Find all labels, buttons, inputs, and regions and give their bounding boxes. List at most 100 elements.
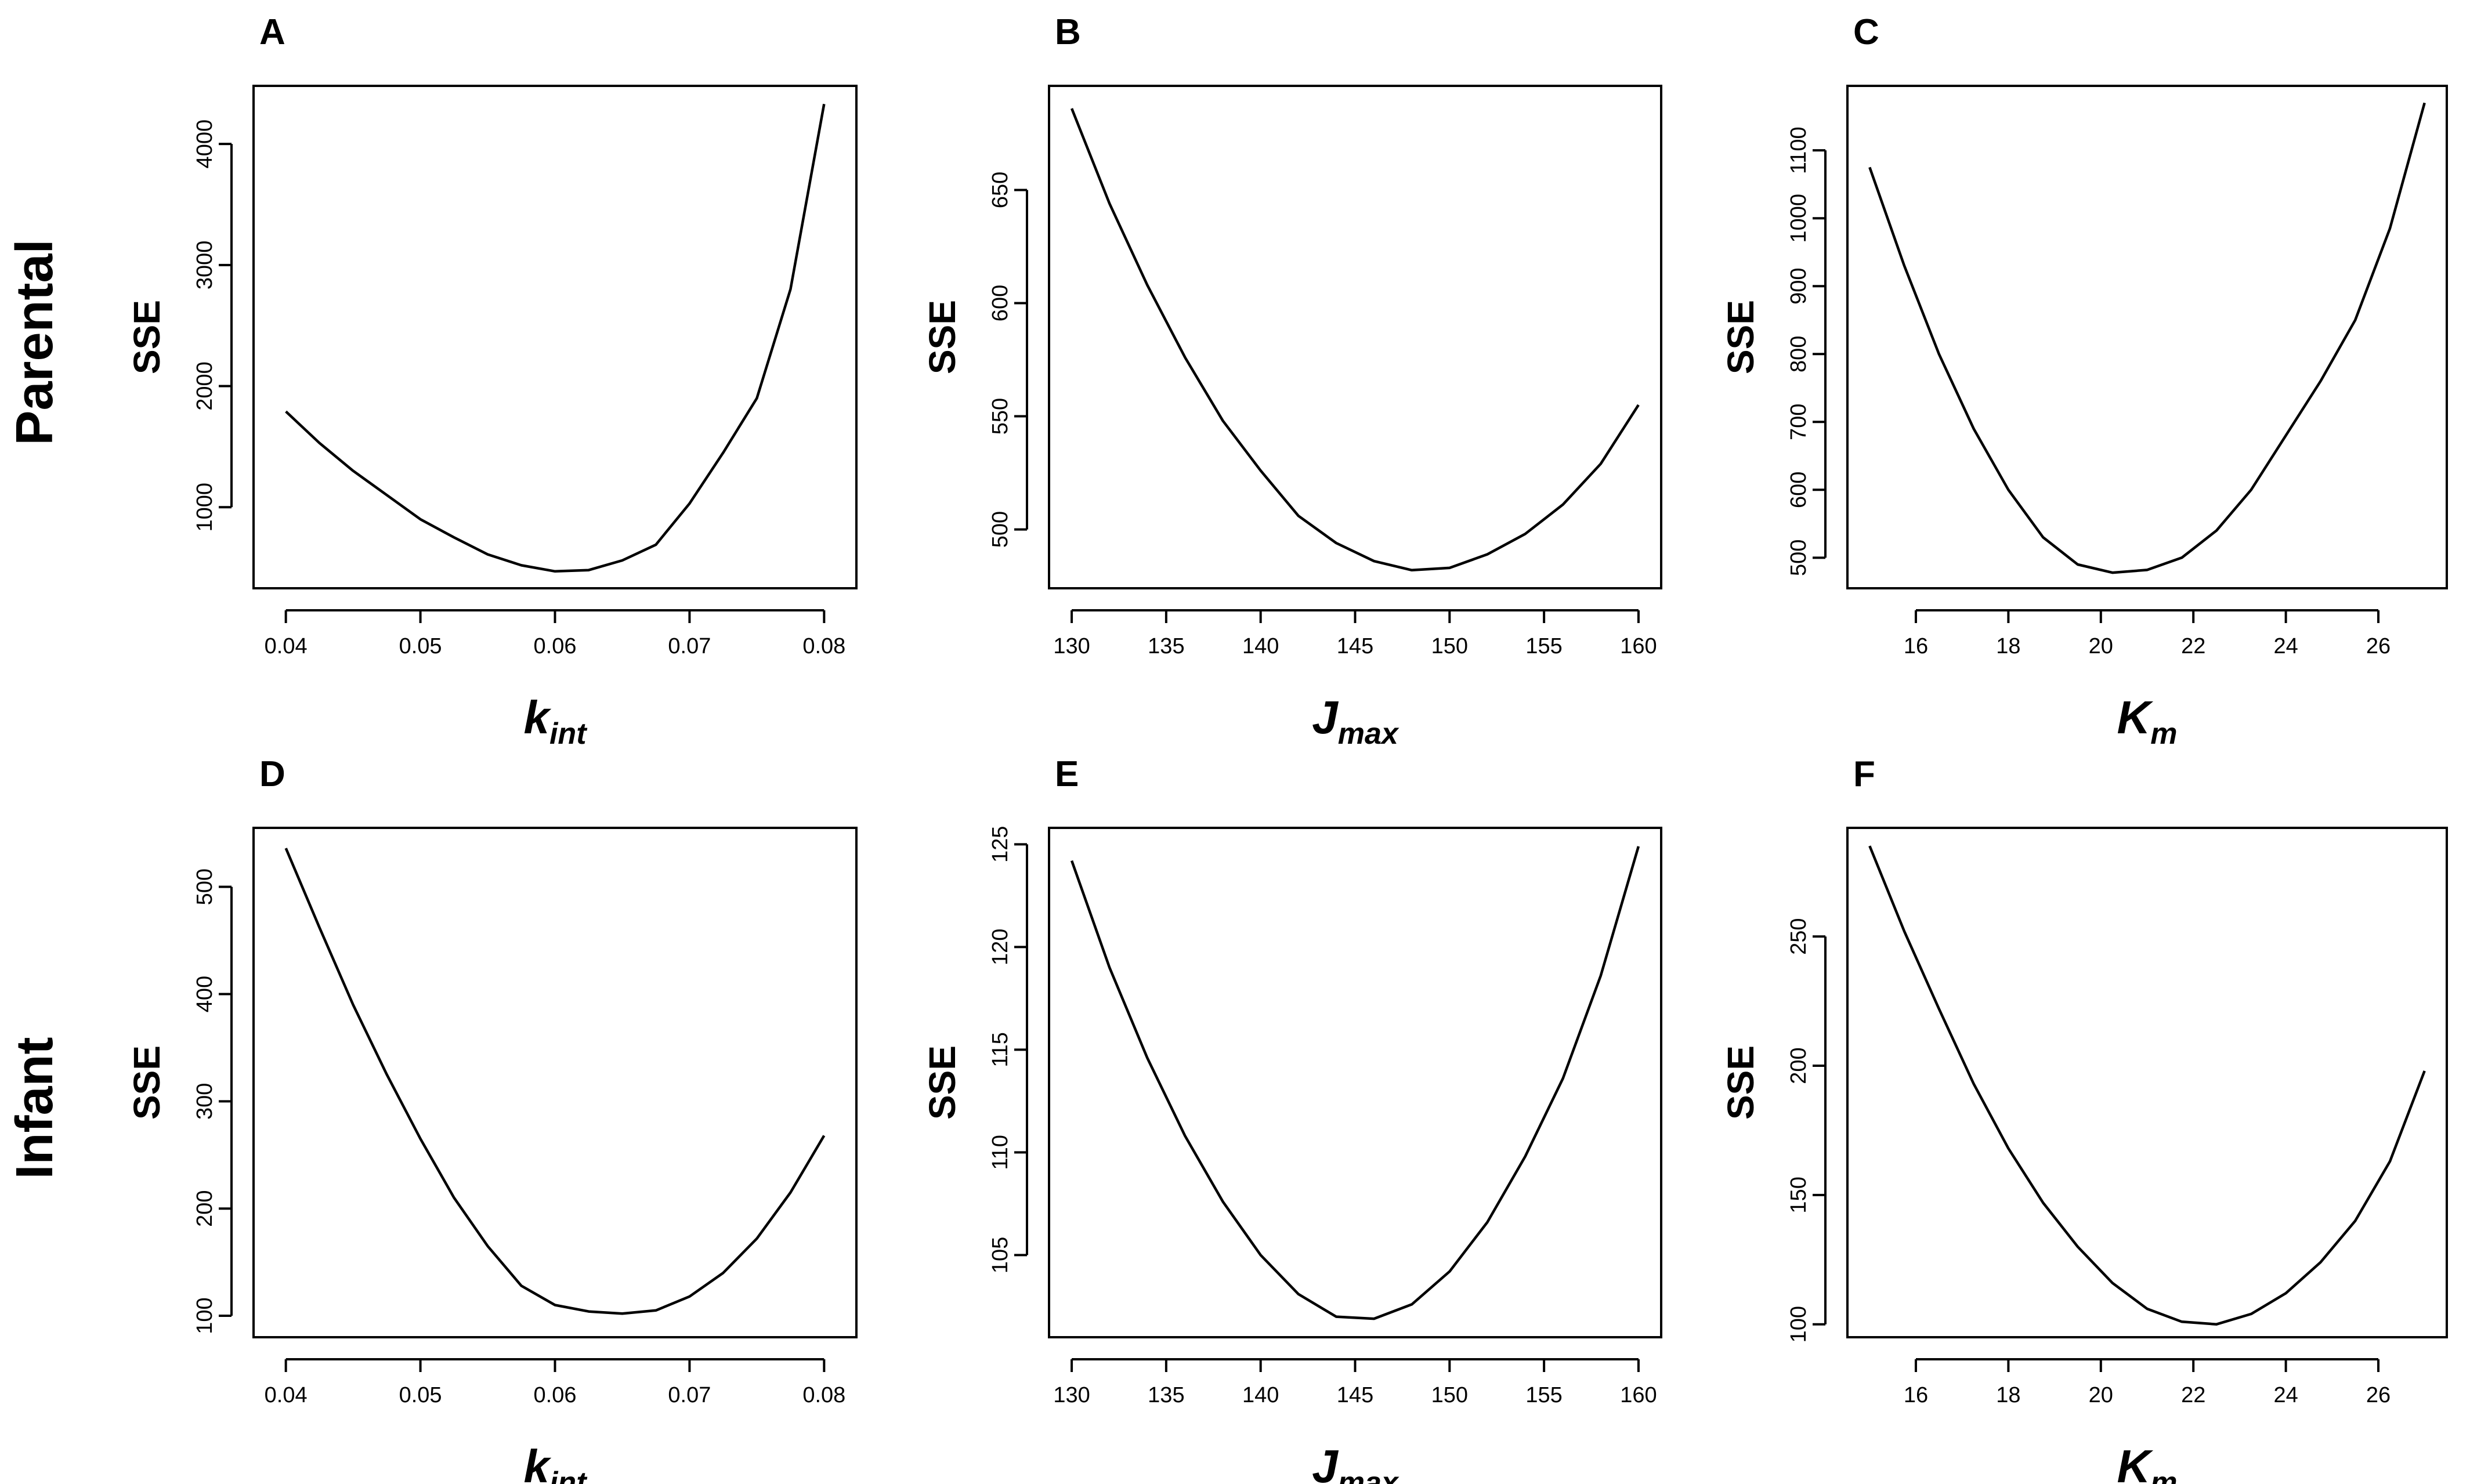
panel-c-x-label-main: K — [2117, 692, 2153, 743]
panel-c-sse-curve — [1868, 102, 2426, 574]
panel-c-letter: C — [1853, 12, 1879, 52]
panel-c-y-label: SSE — [1720, 300, 1762, 374]
panel-d-y-tick-label: 200 — [193, 1190, 217, 1226]
panel-e-sse-curve — [1070, 846, 1640, 1320]
panel-e-x-tick-label: 140 — [1242, 1383, 1279, 1407]
panel-a-frame — [252, 85, 858, 589]
panel-c-y-tick-label: 600 — [1786, 472, 1811, 508]
panel-a-x-tick-label: 0.06 — [534, 634, 577, 658]
panel-a-x-label-main: k — [523, 692, 551, 743]
panel-e-x-tick-label: 155 — [1525, 1383, 1562, 1407]
panel-a-y-tick-label: 4000 — [193, 120, 217, 169]
panel-e-x-tick-label: 145 — [1337, 1383, 1373, 1407]
panel-f-x-label: Km — [2117, 1440, 2177, 1484]
panel-e-y-label: SSE — [921, 1045, 963, 1120]
panel-a-y-tick-label: 1000 — [193, 483, 217, 532]
panel-d-x-tick-label: 0.05 — [399, 1383, 442, 1407]
panel-c-x-tick-label: 24 — [2273, 634, 2298, 658]
panel-e-x-tick-label: 160 — [1620, 1383, 1657, 1407]
panel-b-x-label-main: J — [1312, 692, 1339, 743]
panel-f-y-tick-label: 150 — [1786, 1177, 1811, 1213]
panel-a-x-label-sub: int — [549, 717, 588, 751]
panel-d-y-tick-label: 100 — [193, 1297, 217, 1334]
panel-f-sse-curve — [1868, 845, 2426, 1326]
panel-e-frame — [1048, 827, 1662, 1338]
panel-e-x-label: Jmax — [1312, 1440, 1399, 1484]
row-label-parental: Parental — [6, 239, 64, 445]
panel-c-y-tick-label: 1100 — [1786, 126, 1811, 174]
panel-c-x-tick-label: 26 — [2366, 634, 2391, 658]
panel-a-y-tick-label: 2000 — [193, 361, 217, 411]
panel-e: E 130 135 140 145 150 155 160 105 110 115 120 125 SSE… — [921, 754, 1662, 1484]
panel-d-x-label: kint — [523, 1440, 588, 1484]
panel-b-x-label: Jmax — [1312, 692, 1399, 751]
panel-d-x-label-main: k — [523, 1440, 551, 1484]
panel-d-x-tick-label: 0.04 — [265, 1383, 308, 1407]
panel-b-x-tick-label: 160 — [1620, 634, 1657, 658]
panel-d-y-tick-label: 500 — [193, 868, 217, 905]
panel-f-x-label-main: K — [2117, 1440, 2153, 1484]
panel-a-x-tick-label: 0.08 — [802, 634, 845, 658]
panel-e-x-tick-label: 135 — [1148, 1383, 1184, 1407]
panel-d-sse-curve — [284, 848, 826, 1315]
panel-f-x-tick-label: 18 — [1996, 1383, 2020, 1407]
panel-f-y-label: SSE — [1720, 1045, 1762, 1120]
panel-a-x-tick-label: 0.04 — [265, 634, 308, 658]
panel-f-x-tick-label: 16 — [1904, 1383, 1928, 1407]
panel-b-y-tick-label: 500 — [988, 511, 1012, 548]
panel-c-x-tick-label: 18 — [1996, 634, 2020, 658]
panel-b-x-label-sub: max — [1338, 717, 1399, 751]
panel-b-sse-curve — [1071, 108, 1640, 572]
panels: A 0.04 0.05 0.06 0.07 0.08 1000 2000 3000 4000 SSE… — [126, 12, 2448, 1484]
panel-e-y-tick-label: 115 — [988, 1032, 1012, 1067]
panel-d-x-tick-label: 0.07 — [668, 1383, 711, 1407]
panel-a: A 0.04 0.05 0.06 0.07 0.08 1000 2000 3000 4000 SSE… — [126, 12, 858, 751]
panel-b-letter: B — [1055, 12, 1081, 52]
panel-d-x-tick-label: 0.06 — [534, 1383, 577, 1407]
panel-b-x-tick-label: 155 — [1525, 634, 1562, 658]
panel-b-x-tick-label: 135 — [1148, 634, 1184, 658]
panel-d: D 0.04 0.05 0.06 0.07 0.08 100 200 300 400 500 SSE k… — [126, 754, 858, 1484]
panel-d-y-tick-label: 300 — [193, 1083, 217, 1120]
panel-d-frame — [252, 827, 858, 1338]
panel-d-x-tick-label: 0.08 — [802, 1383, 845, 1407]
panel-d-y-tick-label: 400 — [193, 976, 217, 1012]
panel-a-x-tick-label: 0.05 — [399, 634, 442, 658]
panel-d-letter: D — [259, 754, 285, 794]
panel-e-x-tick-label: 130 — [1053, 1383, 1090, 1407]
panel-e-x-label-main: J — [1312, 1440, 1339, 1484]
panel-b-y-label: SSE — [921, 300, 963, 374]
panel-f-x-tick-label: 22 — [2181, 1383, 2205, 1407]
panel-f-x-tick-label: 20 — [2089, 1383, 2113, 1407]
panel-a-x-label: kint — [523, 692, 588, 751]
panel-f-frame — [1846, 827, 2448, 1338]
panel-d-x-label-sub: int — [549, 1466, 588, 1484]
panel-e-y-tick-label: 120 — [988, 929, 1012, 965]
panel-e-y-tick-label: 110 — [988, 1135, 1012, 1170]
panel-e-x-label-sub: max — [1338, 1466, 1399, 1484]
panel-c-x-tick-label: 16 — [1904, 634, 1928, 658]
panel-b-x-tick-label: 130 — [1053, 634, 1090, 658]
panel-f-y-tick-label: 200 — [1786, 1047, 1811, 1084]
panel-a-x-tick-label: 0.07 — [668, 634, 711, 658]
panel-f-y-tick-label: 250 — [1786, 918, 1811, 954]
panel-c-x-tick-label: 22 — [2181, 634, 2205, 658]
panel-d-y-label: SSE — [126, 1045, 168, 1120]
panel-b-y-tick-label: 650 — [988, 172, 1012, 208]
panel-e-letter: E — [1055, 754, 1079, 794]
panel-a-y-label: SSE — [126, 300, 168, 374]
panel-a-y-tick-label: 3000 — [193, 241, 217, 290]
panel-f-x-label-sub: m — [2150, 1466, 2177, 1484]
panel-f-y-tick-label: 100 — [1786, 1306, 1811, 1342]
row-label-infant: Infant — [6, 1037, 64, 1179]
panel-e-y-tick-label: 105 — [988, 1237, 1012, 1273]
panel-f: F 16 18 20 22 24 26 100 150 200 250 SSE Km — [1720, 754, 2448, 1484]
panel-b-y-tick-label: 550 — [988, 398, 1012, 435]
panel-a-sse-curve — [285, 103, 826, 573]
panel-b: B 130 135 140 145 150 155 160 500 550 600 650 SSE Jma… — [921, 12, 1662, 751]
panel-c-y-tick-label: 500 — [1786, 540, 1811, 576]
panel-c-y-tick-label: 1000 — [1786, 194, 1811, 243]
panel-e-x-tick-label: 150 — [1431, 1383, 1468, 1407]
panel-b-frame — [1048, 85, 1662, 589]
